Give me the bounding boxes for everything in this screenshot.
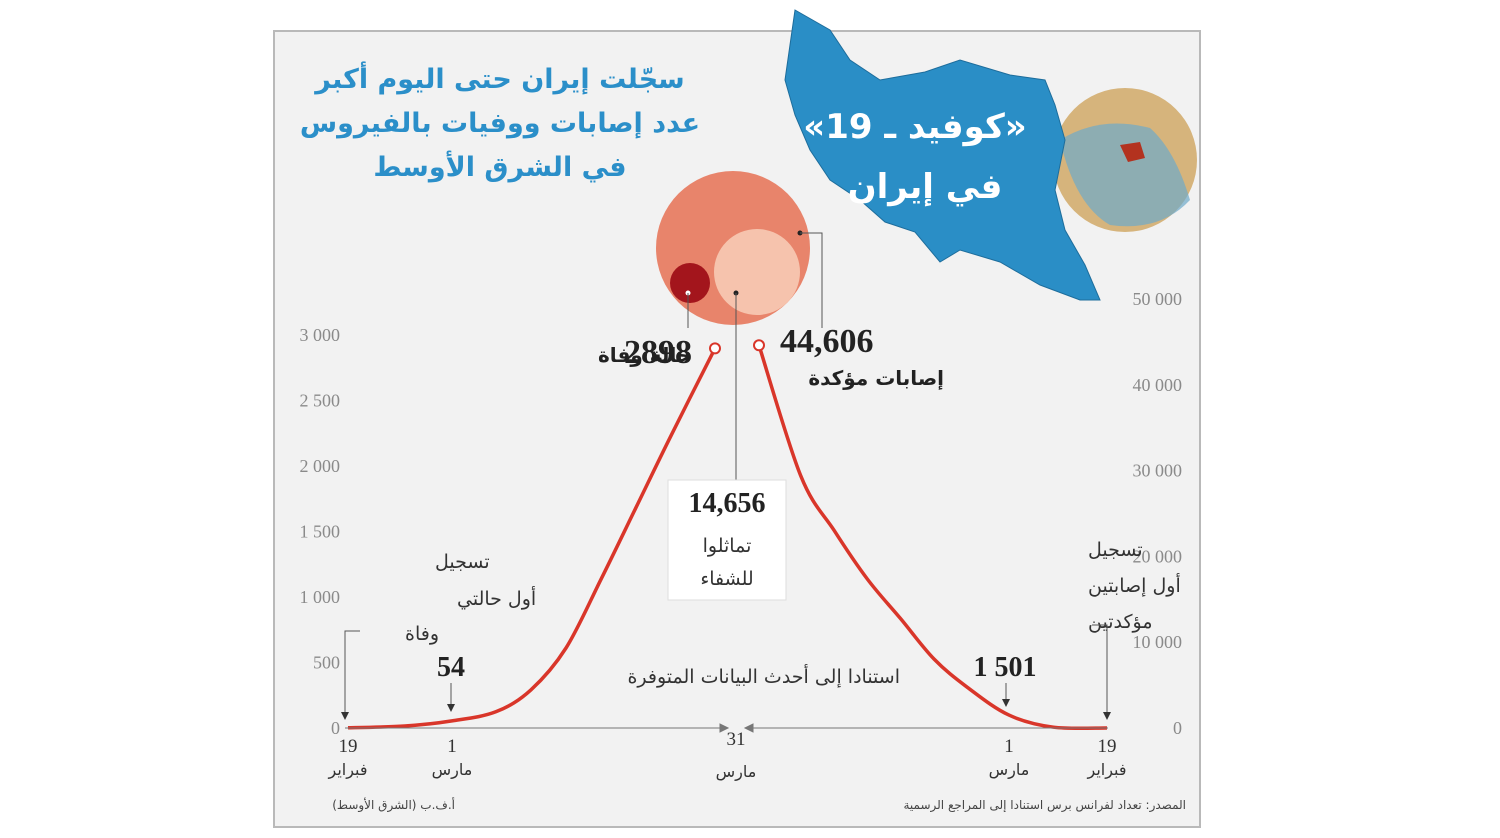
iran-map [784, 9, 1101, 301]
right-axis: 0 10 000 20 000 30 000 40 000 50 000 [1133, 289, 1183, 738]
x-tick-month-center: مارس [716, 762, 757, 782]
x-tick-day-left-2: 1 [447, 736, 457, 757]
first-cases-line-2: أول إصابتين [1088, 573, 1181, 598]
first-deaths-line-2: أول حالتي [457, 586, 536, 610]
cases-march1-value: 1 501 [974, 652, 1037, 683]
x-tick-day-center: 31 [727, 729, 746, 750]
left-axis: 0 500 1 000 1 500 2 000 2 500 3 000 [300, 325, 341, 738]
first-cases-line-1: تسجيل [1088, 539, 1143, 561]
right-axis-tick-5: 50 000 [1133, 289, 1183, 309]
title-line-3: في الشرق الأوسط [373, 150, 626, 183]
deaths-label: حالة وفاة [598, 343, 691, 367]
right-axis-tick-3: 30 000 [1133, 461, 1183, 481]
right-axis-tick-2: 20 000 [1133, 546, 1183, 566]
left-axis-tick-4: 2 000 [300, 456, 341, 476]
globe-icon [1053, 88, 1197, 232]
x-tick-month-left-2: مارس [432, 760, 473, 780]
recovered-box [667, 479, 787, 601]
x-tick-day-right-2: 19 [1098, 736, 1117, 757]
map-title-line-2: في إيران [848, 167, 1003, 207]
footer-source: المصدر: تعداد لفرانس برس استنادا إلى الم… [903, 798, 1186, 813]
x-tick-month-right-1: مارس [989, 760, 1030, 780]
left-axis-tick-2: 1 000 [300, 587, 341, 607]
recovered-label-1: تماثلوا [703, 535, 752, 557]
left-axis-tick-3: 1 500 [300, 522, 341, 542]
first-cases-line-3: مؤكدتين [1088, 611, 1153, 633]
left-axis-tick-1: 500 [313, 653, 340, 673]
deaths-series-line [347, 347, 717, 730]
deaths-total: 2898 [624, 334, 692, 371]
x-tick-day-left-1: 19 [339, 736, 358, 757]
recovered-total: 14,656 [689, 488, 766, 519]
time-arrows [345, 723, 1108, 733]
map-title-line-1: «كوفيد ـ 19» [803, 107, 1026, 147]
left-axis-tick-6: 3 000 [300, 325, 341, 345]
first-deaths-line-3: وفاة [405, 623, 439, 645]
cases-series-line [757, 344, 1108, 731]
title-line-1: سجّلت إيران حتى اليوم أكبر [313, 61, 684, 95]
deaths-march1-value: 54 [437, 652, 465, 683]
left-axis-tick-0: 0 [331, 718, 340, 738]
title-line-2: عدد إصابات ووفيات بالفيروس [300, 108, 700, 139]
left-axis-tick-5: 2 500 [300, 391, 341, 411]
cases-end-marker [753, 339, 765, 352]
right-axis-tick-4: 40 000 [1133, 375, 1183, 395]
x-tick-month-left-1: فبراير [327, 760, 367, 780]
right-axis-tick-1: 10 000 [1133, 632, 1183, 652]
recovered-circle [714, 229, 800, 315]
recovered-label-2: للشفاء [700, 568, 753, 590]
x-tick-day-right-1: 1 [1004, 736, 1014, 757]
deaths-circle [670, 263, 710, 303]
x-tick-month-right-2: فبراير [1086, 760, 1126, 780]
first-deaths-line-1: تسجيل [435, 551, 490, 573]
deaths-end-marker [709, 342, 721, 355]
right-axis-tick-0: 0 [1173, 718, 1182, 738]
latest-data-note: استنادا إلى أحدث البيانات المتوفرة [627, 664, 900, 689]
cases-total: 44,606 [780, 323, 874, 360]
footer-credit: أ.ف.ب (الشرق الأوسط) [332, 797, 455, 813]
cases-label: إصابات مؤكدة [808, 366, 944, 390]
